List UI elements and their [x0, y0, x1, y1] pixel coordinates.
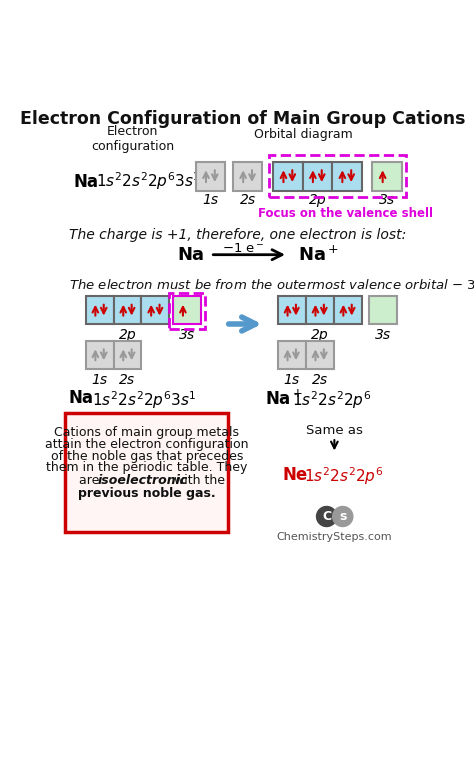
Text: Ne: Ne — [283, 466, 308, 484]
Circle shape — [333, 507, 353, 526]
Text: $-1\ \mathrm{e}^-$: $-1\ \mathrm{e}^-$ — [221, 242, 264, 255]
Text: $1s^22s^22p^63s^1$: $1s^22s^22p^63s^1$ — [96, 170, 201, 192]
Text: s: s — [339, 510, 346, 523]
Text: Focus on the valence shell: Focus on the valence shell — [258, 207, 434, 220]
Text: 2p: 2p — [311, 328, 328, 342]
Text: 2p: 2p — [118, 328, 136, 342]
Text: $1s^22s^22p^63s^1$: $1s^22s^22p^63s^1$ — [92, 390, 197, 412]
Text: Na: Na — [69, 390, 93, 408]
Text: The electron must be from the outermost valence orbital $-$ $3s^1$: The electron must be from the outermost … — [69, 276, 474, 293]
Text: 3s: 3s — [179, 328, 195, 342]
Text: 1s: 1s — [202, 193, 219, 207]
Bar — [302, 161, 332, 191]
Text: attain the electron configuration: attain the electron configuration — [45, 438, 248, 451]
Text: previous noble gas.: previous noble gas. — [78, 487, 216, 500]
Bar — [173, 296, 201, 324]
Bar — [65, 412, 228, 532]
Bar — [141, 296, 169, 324]
Bar — [86, 341, 113, 369]
Text: isoelectronic: isoelectronic — [98, 474, 188, 487]
Bar — [269, 155, 406, 197]
Text: 2s: 2s — [239, 193, 255, 207]
Bar — [306, 296, 334, 324]
Text: are: are — [79, 474, 103, 487]
Bar — [169, 293, 205, 329]
Bar — [334, 296, 362, 324]
Text: Same as: Same as — [306, 424, 363, 437]
Text: 1s: 1s — [91, 373, 108, 387]
Text: 2s: 2s — [311, 373, 328, 387]
Text: Electron Configuration of Main Group Cations: Electron Configuration of Main Group Cat… — [20, 110, 465, 128]
Text: Na$^+$: Na$^+$ — [298, 245, 339, 264]
Bar — [273, 161, 302, 191]
Text: ChemistrySteps.com: ChemistrySteps.com — [276, 532, 392, 542]
Text: $1s^22s^22p^6$: $1s^22s^22p^6$ — [304, 466, 383, 487]
Bar — [233, 161, 262, 191]
Text: 2s: 2s — [119, 373, 136, 387]
Text: Na: Na — [177, 246, 204, 264]
Text: 2p: 2p — [309, 193, 326, 207]
Bar — [196, 161, 225, 191]
Bar — [113, 341, 141, 369]
Text: them in the periodic table. They: them in the periodic table. They — [46, 461, 247, 474]
Bar — [278, 341, 306, 369]
Bar — [278, 296, 306, 324]
Text: 3s: 3s — [375, 328, 391, 342]
Text: 3s: 3s — [379, 193, 395, 207]
Bar — [369, 296, 397, 324]
Bar — [373, 161, 402, 191]
Text: of the noble gas that precedes: of the noble gas that precedes — [51, 449, 243, 463]
Bar — [113, 296, 141, 324]
Text: Electron
configuration: Electron configuration — [91, 126, 174, 153]
Text: C: C — [322, 510, 331, 523]
Text: The charge is +1, therefore, one electron is lost:: The charge is +1, therefore, one electro… — [69, 228, 406, 242]
Text: Na: Na — [73, 173, 98, 191]
Text: $1s^22s^22p^6$: $1s^22s^22p^6$ — [292, 390, 371, 412]
Text: Orbital diagram: Orbital diagram — [254, 128, 353, 140]
Circle shape — [317, 507, 337, 526]
Text: 1s: 1s — [283, 373, 300, 387]
Bar — [86, 296, 113, 324]
Bar — [332, 161, 362, 191]
Bar — [306, 341, 334, 369]
Text: Na$^+$: Na$^+$ — [264, 390, 303, 408]
Text: Cations of main group metals: Cations of main group metals — [55, 426, 239, 439]
Text: with the: with the — [174, 474, 225, 487]
